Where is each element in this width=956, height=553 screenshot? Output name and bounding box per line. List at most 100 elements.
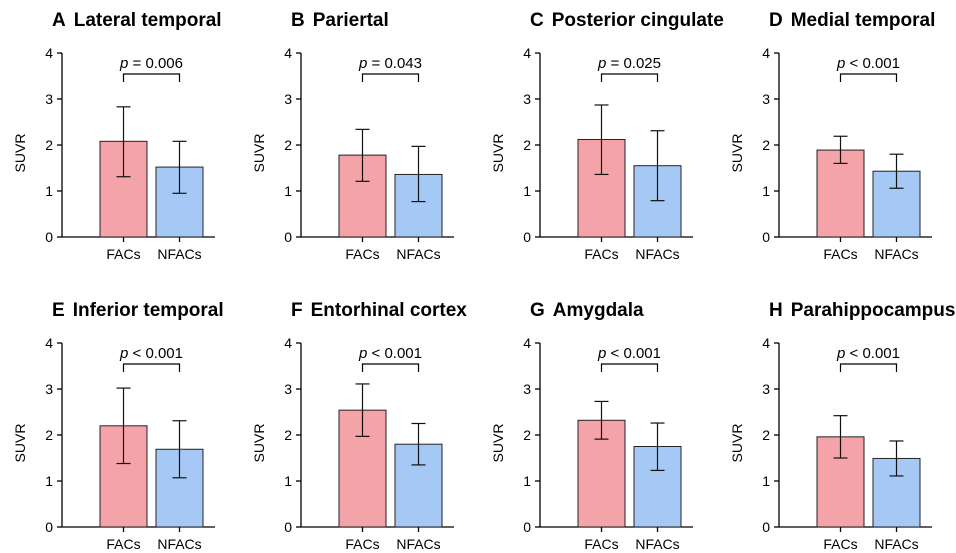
x-tick-label: FACs <box>345 536 379 552</box>
p-value-label: p < 0.001 <box>597 345 661 362</box>
y-tick-label: 2 <box>45 427 53 443</box>
y-tick-label: 0 <box>762 519 770 535</box>
panel-g: G Amygdala SUVR 0 1 2 3 4 FACs NFACs p < 0.001 <box>490 300 693 552</box>
y-tick-label: 2 <box>762 137 770 153</box>
y-tick-label: 0 <box>523 229 531 245</box>
y-tick-label: 0 <box>45 519 53 535</box>
p-symbol: p <box>836 345 845 362</box>
p-symbol: p <box>119 345 128 362</box>
significance-bracket <box>839 363 898 372</box>
significance-bracket <box>122 363 181 372</box>
panel-f: F Entorhinal cortex SUVR 0 1 2 3 4 FACs NFACs p < … <box>251 300 467 552</box>
y-tick-label: 1 <box>284 183 292 199</box>
panel-letter: D <box>769 10 783 31</box>
y-tick-label: 2 <box>284 427 292 443</box>
y-axis-label: SUVR <box>490 134 506 173</box>
p-value-label: p < 0.001 <box>358 345 422 362</box>
p-symbol: p <box>597 55 606 72</box>
panel-name: Pariertal <box>313 10 389 31</box>
y-tick-label: 2 <box>523 137 531 153</box>
panel-letter: F <box>291 300 303 321</box>
y-tick-label: 4 <box>762 335 770 351</box>
y-axis-label: SUVR <box>490 424 506 463</box>
p-value: < 0.001 <box>367 345 422 362</box>
y-axis-label: SUVR <box>251 424 267 463</box>
x-tick-label: NFACs <box>157 536 201 552</box>
x-tick-label: FACs <box>106 536 140 552</box>
y-tick-label: 0 <box>762 229 770 245</box>
p-value: < 0.001 <box>606 345 661 362</box>
panel-title: E Inferior temporal <box>52 300 224 321</box>
y-axis-label: SUVR <box>12 134 28 173</box>
y-axis-label: SUVR <box>729 134 745 173</box>
y-tick-label: 3 <box>762 91 770 107</box>
panel-c: C Posterior cingulate SUVR 0 1 2 3 4 FACs NFACs p … <box>490 10 724 262</box>
y-tick-label: 3 <box>45 91 53 107</box>
bar-facs <box>816 149 865 238</box>
y-axis-label: SUVR <box>729 424 745 463</box>
panel-name: Entorhinal cortex <box>311 300 468 321</box>
panel-name: Lateral temporal <box>74 10 222 31</box>
p-value: < 0.001 <box>128 345 183 362</box>
panel-letter: B <box>291 10 305 31</box>
y-tick-label: 0 <box>284 229 292 245</box>
y-tick-label: 1 <box>523 183 531 199</box>
y-tick-label: 1 <box>45 183 53 199</box>
y-tick-label: 2 <box>284 137 292 153</box>
y-tick-label: 4 <box>523 45 531 61</box>
y-axis-label: SUVR <box>12 424 28 463</box>
bar-nfacs <box>155 448 204 528</box>
x-tick-label: FACs <box>106 246 140 262</box>
significance-bracket <box>839 73 898 82</box>
significance-bracket <box>600 73 659 82</box>
panel-name: Parahippocampus <box>791 300 956 321</box>
x-tick-label: FACs <box>584 536 618 552</box>
x-tick-label: NFACs <box>874 536 918 552</box>
panel-b: B Pariertal SUVR 0 1 2 3 4 FACs NFACs p = 0.043 <box>251 10 454 262</box>
p-value-label: p = 0.025 <box>597 55 661 72</box>
y-axis-label: SUVR <box>251 134 267 173</box>
panel-d: D Medial temporal SUVR 0 1 2 3 4 FACs NFACs p < 0.… <box>729 10 935 262</box>
y-tick-label: 4 <box>284 335 292 351</box>
y-tick-label: 2 <box>762 427 770 443</box>
p-symbol: p <box>358 345 367 362</box>
p-symbol: p <box>358 55 367 72</box>
y-tick-label: 4 <box>284 45 292 61</box>
p-symbol: p <box>597 345 606 362</box>
panel-title: A Lateral temporal <box>52 10 222 31</box>
p-value-label: p = 0.006 <box>119 55 183 72</box>
panel-a: A Lateral temporal SUVR 0 1 2 3 4 FACs NFACs p = 0… <box>12 10 222 262</box>
panel-name: Amygdala <box>553 300 644 321</box>
panel-title: G Amygdala <box>530 300 644 321</box>
panel-title: F Entorhinal cortex <box>291 300 467 321</box>
y-tick-label: 0 <box>284 519 292 535</box>
x-tick-label: NFACs <box>396 246 440 262</box>
x-tick-label: NFACs <box>635 536 679 552</box>
x-tick-label: FACs <box>584 246 618 262</box>
y-tick-label: 3 <box>284 91 292 107</box>
p-symbol: p <box>836 55 845 72</box>
panel-letter: A <box>52 10 66 31</box>
y-tick-label: 3 <box>762 381 770 397</box>
x-tick-label: NFACs <box>396 536 440 552</box>
y-tick-label: 3 <box>523 381 531 397</box>
significance-bracket <box>361 363 420 372</box>
y-tick-label: 0 <box>523 519 531 535</box>
y-tick-label: 3 <box>45 381 53 397</box>
significance-bracket <box>600 363 659 372</box>
significance-bracket <box>361 73 420 82</box>
y-tick-label: 1 <box>762 473 770 489</box>
panel-title: B Pariertal <box>291 10 389 31</box>
p-value-label: p < 0.001 <box>836 345 900 362</box>
y-tick-label: 2 <box>523 427 531 443</box>
panel-letter: C <box>530 10 544 31</box>
y-tick-label: 2 <box>45 137 53 153</box>
p-value: < 0.001 <box>845 55 900 72</box>
y-tick-label: 4 <box>45 45 53 61</box>
y-tick-label: 0 <box>45 229 53 245</box>
y-tick-label: 3 <box>523 91 531 107</box>
panel-title: C Posterior cingulate <box>530 10 724 31</box>
panel-name: Medial temporal <box>791 10 936 31</box>
y-tick-label: 4 <box>45 335 53 351</box>
